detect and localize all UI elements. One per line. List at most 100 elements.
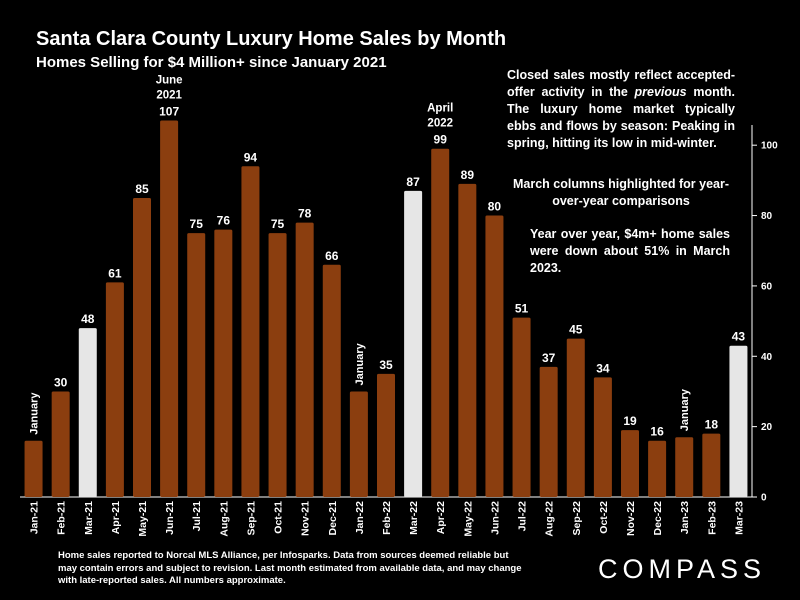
bar xyxy=(187,233,206,498)
data-label: 76 xyxy=(217,214,231,228)
bar xyxy=(51,391,70,497)
bar xyxy=(160,120,179,498)
x-tick-label: Nov-21 xyxy=(300,501,312,536)
data-label: 61 xyxy=(108,266,122,280)
bar xyxy=(214,229,233,498)
x-tick-label: Jul-21 xyxy=(191,501,203,532)
bar xyxy=(295,222,314,497)
x-tick-label: Mar-23 xyxy=(733,501,745,535)
data-label: 85 xyxy=(135,182,149,196)
x-tick-label: Sep-21 xyxy=(245,501,257,536)
x-tick-label: Mar-21 xyxy=(83,501,95,535)
x-tick-label: May-22 xyxy=(462,501,474,537)
bar xyxy=(105,282,124,497)
x-tick-label: Feb-23 xyxy=(706,501,718,535)
x-tick-label: Jan-22 xyxy=(354,501,366,534)
data-label: 87 xyxy=(406,175,420,189)
data-label: 45 xyxy=(569,323,583,337)
x-tick-label: Nov-22 xyxy=(625,501,637,536)
annotation-january: January xyxy=(29,392,41,435)
bar xyxy=(566,338,585,497)
bar xyxy=(268,233,287,498)
annotation-label: June xyxy=(156,75,183,87)
bar xyxy=(377,373,395,497)
note-year-over-year: Year over year, $4m+ home sales were dow… xyxy=(530,227,730,275)
x-tick-label: Aug-22 xyxy=(544,501,556,537)
bar xyxy=(24,440,43,497)
bar xyxy=(431,148,450,497)
note-text: month. The luxury home market typically … xyxy=(507,85,735,150)
note-march-highlight: March columns highlighted for year-over-… xyxy=(513,177,729,208)
data-label: 51 xyxy=(515,302,529,316)
x-tick-label: Dec-22 xyxy=(652,501,664,536)
bar xyxy=(675,437,694,497)
data-label: 75 xyxy=(190,217,204,231)
bar xyxy=(621,430,639,497)
data-label: 89 xyxy=(461,168,475,182)
annotation-january: January xyxy=(354,342,366,385)
bar xyxy=(241,166,260,498)
bar xyxy=(349,391,368,497)
x-tick-label: Sep-22 xyxy=(571,501,583,536)
data-label: 19 xyxy=(623,414,637,428)
data-label: 35 xyxy=(379,358,393,372)
note-seasonality: Closed sales mostly reflect accepted-off… xyxy=(507,67,735,152)
bar xyxy=(485,215,504,497)
x-tick-label: May-21 xyxy=(137,501,149,537)
bar xyxy=(404,190,423,497)
data-label: 99 xyxy=(434,133,448,147)
x-tick-label: Feb-22 xyxy=(381,501,393,535)
x-tick-label: Oct-21 xyxy=(273,501,285,534)
bar xyxy=(593,377,612,497)
annotation-january: January xyxy=(679,388,691,431)
y-tick-label: 20 xyxy=(761,422,773,433)
x-tick-label: Feb-21 xyxy=(56,501,68,535)
y-tick-label: 80 xyxy=(761,211,773,222)
data-label: 43 xyxy=(732,330,746,344)
note-text: Closed sales mostly reflect accepted-off… xyxy=(507,68,735,99)
bar xyxy=(648,440,667,497)
data-label: 66 xyxy=(325,249,339,263)
x-tick-label: Aug-21 xyxy=(218,501,230,537)
x-tick-label: Jul-22 xyxy=(517,501,529,532)
data-label: 16 xyxy=(650,425,664,439)
annotation-label: 2022 xyxy=(427,118,453,130)
x-tick-label: Jan-21 xyxy=(29,501,41,534)
annotation-label: April xyxy=(427,103,453,115)
y-tick-label: 40 xyxy=(761,352,773,363)
bar xyxy=(729,345,748,497)
y-tick-label: 60 xyxy=(761,281,773,292)
x-tick-label: Jun-21 xyxy=(164,501,176,535)
x-tick-label: Apr-21 xyxy=(110,501,122,534)
bar xyxy=(702,433,721,497)
x-tick-label: Jun-22 xyxy=(489,501,501,535)
data-label: 18 xyxy=(705,418,719,432)
compass-logo: COMPASS xyxy=(598,554,767,584)
bar xyxy=(512,317,531,497)
data-label: 48 xyxy=(81,312,95,326)
x-tick-label: Jan-23 xyxy=(679,501,691,534)
chart-title: Santa Clara County Luxury Home Sales by … xyxy=(36,28,507,50)
data-label: 34 xyxy=(596,361,610,375)
data-label: 107 xyxy=(159,105,179,119)
chart-subtitle: Homes Selling for $4 Million+ since Janu… xyxy=(36,54,387,71)
x-tick-label: Mar-22 xyxy=(408,501,420,535)
data-label: 75 xyxy=(271,217,285,231)
data-label: 78 xyxy=(298,207,312,221)
annotation-label: 2021 xyxy=(156,90,182,102)
y-tick-label: 100 xyxy=(761,141,778,152)
note-emphasis: previous xyxy=(634,85,687,99)
x-tick-label: Dec-21 xyxy=(327,501,339,536)
bar xyxy=(133,197,151,498)
y-tick-label: 0 xyxy=(761,493,767,504)
data-label: 37 xyxy=(542,351,556,365)
bar xyxy=(322,264,341,497)
x-tick-label: Apr-22 xyxy=(435,501,447,534)
bar xyxy=(539,366,558,497)
footnote: Home sales reported to Norcal MLS Allian… xyxy=(58,550,522,586)
bar xyxy=(78,328,97,497)
x-tick-label: Oct-22 xyxy=(598,501,610,534)
data-label: 80 xyxy=(488,200,502,214)
bar xyxy=(458,183,477,497)
